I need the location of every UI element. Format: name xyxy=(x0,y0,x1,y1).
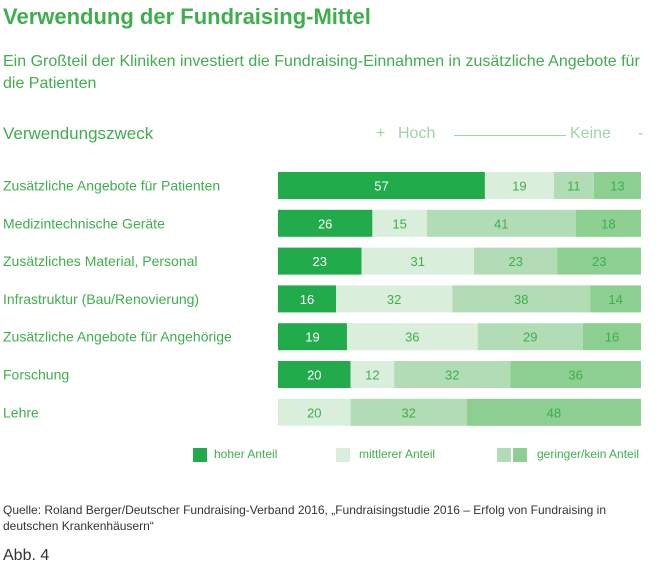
data-label: 38 xyxy=(514,292,528,307)
bar-segment-low-dark xyxy=(557,247,641,275)
legend-swatch-low-light xyxy=(497,448,511,462)
data-label: 31 xyxy=(411,254,425,269)
bar-segment-medium xyxy=(346,323,478,351)
category-column-header: Verwendungszweck xyxy=(3,124,154,143)
bar-segment-low-light xyxy=(394,361,511,388)
data-label: 16 xyxy=(300,292,314,307)
data-label: 32 xyxy=(445,368,459,383)
bar-segment-low-light xyxy=(477,323,583,351)
figure-label: Abb. 4 xyxy=(3,547,50,564)
scale-high-label: Hoch xyxy=(398,125,436,142)
bar-segment-low-light xyxy=(426,209,576,237)
data-label: 15 xyxy=(392,216,406,231)
legend-swatch-high xyxy=(193,448,207,462)
bar-segment-low-light xyxy=(350,398,467,426)
data-label: 14 xyxy=(608,292,622,307)
data-label: 29 xyxy=(523,330,537,345)
source-note: Quelle: Roland Berger/Deutscher Fundrais… xyxy=(3,503,607,533)
bar-segment-high xyxy=(278,209,373,237)
data-label: 41 xyxy=(494,216,508,231)
bar-segment-medium xyxy=(372,209,427,237)
data-label: 20 xyxy=(307,368,321,383)
data-label: 19 xyxy=(512,179,526,194)
data-label: 20 xyxy=(307,405,321,420)
data-label: 57 xyxy=(374,179,388,194)
data-label: 23 xyxy=(313,254,327,269)
bar-segment-low-dark xyxy=(590,285,641,313)
category-label: Forschung xyxy=(3,367,69,383)
chart-title: Verwendung der Fundraising-Mittel xyxy=(3,4,371,29)
bar-segment-medium xyxy=(278,398,351,426)
bar-segment-low-dark xyxy=(593,172,641,199)
data-label: 23 xyxy=(592,254,606,269)
minus-sign: - xyxy=(638,125,644,142)
legend-swatch-low-dark xyxy=(513,448,527,462)
scale-line xyxy=(454,135,566,136)
bar-segment-low-dark xyxy=(575,209,641,237)
bar-segment-low-light xyxy=(474,247,558,275)
data-label: 12 xyxy=(365,368,379,383)
legend-swatch-medium xyxy=(336,448,350,462)
chart-subtitle: Ein Großteil der Kliniken investiert die… xyxy=(3,53,640,92)
category-label: Infrastruktur (Bau/Renovierung) xyxy=(3,291,199,307)
bar-segment-medium xyxy=(336,285,453,313)
bar-segment-low-light xyxy=(553,172,594,199)
scale-low-label: Keine xyxy=(570,125,611,142)
legend-label-high: hoher Anteil xyxy=(214,447,278,461)
plus-sign: + xyxy=(376,125,386,142)
data-label: 11 xyxy=(567,179,581,194)
bar-segment-low-light xyxy=(452,285,591,313)
bar-segment-low-dark xyxy=(582,323,641,351)
bar-segment-medium xyxy=(484,172,554,199)
stacked-bar-chart: Zusätzliche Angebote für Patienten 57 19 11… xyxy=(3,172,641,426)
legend-label-medium: mittlerer Anteil xyxy=(359,447,436,461)
data-label: 36 xyxy=(405,330,419,345)
data-label: 26 xyxy=(318,216,332,231)
data-label: 32 xyxy=(401,405,415,420)
category-label: Zusätzliche Angebote für Patienten xyxy=(3,178,220,194)
category-label: Medizintechnische Geräte xyxy=(3,215,165,231)
bar-segment-high xyxy=(278,285,337,313)
category-label: Zusätzliches Material, Personal xyxy=(3,253,198,269)
data-label: 32 xyxy=(387,292,401,307)
data-label: 13 xyxy=(610,179,624,194)
data-label: 19 xyxy=(305,330,319,345)
bar-segment-medium xyxy=(350,361,395,388)
data-label: 16 xyxy=(605,330,619,345)
data-label: 48 xyxy=(547,405,561,420)
bar-segment-low-dark xyxy=(466,398,641,426)
scale-indicator: + Hoch Keine - xyxy=(372,125,650,145)
data-label: 36 xyxy=(568,368,582,383)
bar-segment-high xyxy=(278,361,351,388)
category-label: Lehre xyxy=(3,404,39,420)
data-label: 23 xyxy=(509,254,523,269)
bar-segment-high xyxy=(278,247,362,275)
data-label: 18 xyxy=(601,216,615,231)
category-label: Zusätzliche Angebote für Angehörige xyxy=(3,329,232,345)
bar-segment-high xyxy=(278,323,347,351)
bar-segment-low-dark xyxy=(510,361,641,388)
bar-segment-medium xyxy=(361,247,475,275)
legend-label-low: geringer/kein Anteil xyxy=(537,447,640,461)
bar-segment-high xyxy=(278,172,485,199)
